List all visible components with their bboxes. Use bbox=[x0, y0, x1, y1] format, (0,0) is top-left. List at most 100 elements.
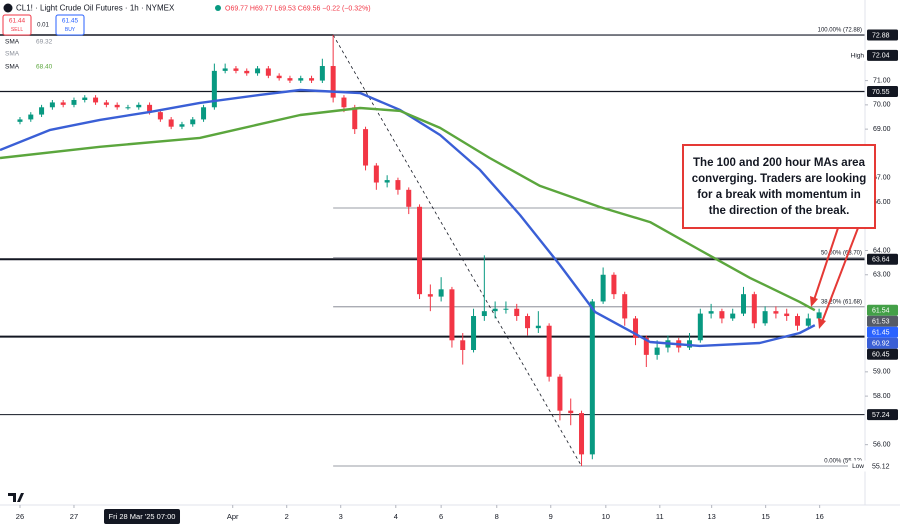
price-chip-label: 63.64 bbox=[872, 257, 890, 264]
status-dot bbox=[215, 5, 221, 11]
fib-label: 100.00% (72.88) bbox=[818, 28, 862, 34]
x-tick-label: 15 bbox=[761, 512, 769, 521]
moving-average bbox=[0, 106, 816, 312]
price-chip bbox=[867, 29, 898, 41]
spread: 0.01 bbox=[37, 23, 49, 29]
candle-body bbox=[784, 313, 790, 317]
sell-label: SELL bbox=[11, 27, 23, 33]
arrow-head bbox=[818, 318, 826, 329]
candle-body bbox=[168, 119, 174, 127]
candle-body bbox=[557, 376, 563, 411]
header: CL1! · Light Crude Oil Futures · 1h · NY… bbox=[2, 3, 371, 71]
price-chip-label: 61.45 bbox=[872, 330, 890, 337]
x-tick-label: 13 bbox=[707, 512, 715, 521]
candle-body bbox=[816, 312, 822, 319]
candle-body bbox=[330, 66, 336, 98]
x-tick-label: 27 bbox=[70, 512, 78, 521]
candle-body bbox=[589, 301, 595, 455]
price-chip bbox=[867, 86, 898, 98]
candle-body bbox=[762, 311, 768, 324]
candle-body bbox=[492, 308, 498, 312]
annotation-text: The 100 and 200 hour MAs area bbox=[693, 157, 866, 169]
candle-body bbox=[373, 165, 379, 183]
candle-body bbox=[525, 316, 531, 329]
symbol: CL1! · Light Crude Oil Futures · 1h · NY… bbox=[16, 4, 175, 13]
price-chip-label: 60.45 bbox=[872, 352, 890, 359]
price-chip-label: 60.92 bbox=[872, 341, 890, 348]
x-tick-label: 16 bbox=[815, 512, 823, 521]
candle-body bbox=[384, 180, 390, 183]
axis-layer: 56.00 58.00 59.00 63.00 64.00 66.00 67.00 69.00… bbox=[16, 29, 898, 524]
y-tick-label: 66.00 bbox=[873, 199, 891, 206]
annotation-text: converging. Traders are looking bbox=[692, 173, 866, 185]
candle-body bbox=[39, 107, 45, 115]
candle-body bbox=[460, 340, 466, 350]
candle-body bbox=[179, 124, 185, 127]
candle-body bbox=[805, 318, 811, 326]
legend-name: SMA bbox=[5, 51, 20, 58]
price-chip-label: 55.12 bbox=[872, 463, 890, 470]
candle-body bbox=[211, 70, 217, 108]
candle-body bbox=[481, 311, 487, 317]
candle-body bbox=[147, 104, 153, 113]
buy-button[interactable] bbox=[55, 14, 85, 36]
candle-body bbox=[276, 75, 282, 79]
candle-body bbox=[568, 410, 574, 414]
candle-body bbox=[611, 274, 617, 295]
price-chip-label: 70.55 bbox=[872, 89, 890, 96]
candle-body bbox=[449, 289, 455, 341]
buy-label: BUY bbox=[65, 27, 76, 33]
candle-body bbox=[773, 311, 779, 314]
candle-body bbox=[352, 107, 358, 130]
annotation-text: for a break with momentum in bbox=[697, 189, 861, 201]
arrow-head bbox=[810, 296, 818, 307]
ohlc: O69.77 H69.77 L69.53 C69.56 −0.22 (−0.32… bbox=[225, 5, 371, 12]
candle-body bbox=[708, 311, 714, 314]
candle-body bbox=[633, 318, 639, 338]
x-tick-label: Apr bbox=[227, 512, 239, 521]
crosshair-chip bbox=[104, 509, 181, 524]
candle-body bbox=[546, 325, 552, 377]
candle-body bbox=[319, 66, 325, 81]
candle-body bbox=[395, 180, 401, 190]
candle-body bbox=[795, 316, 801, 326]
annotation-box bbox=[682, 144, 876, 229]
price-chip bbox=[867, 304, 898, 316]
candle-body bbox=[244, 70, 250, 74]
candle-body bbox=[157, 112, 163, 120]
candle-body bbox=[535, 325, 541, 329]
price-chip-label: 72.88 bbox=[872, 32, 890, 39]
candle-body bbox=[60, 102, 66, 105]
candle-body bbox=[255, 68, 261, 74]
y-tick-label: 71.00 bbox=[873, 77, 891, 84]
candle-body bbox=[697, 313, 703, 341]
price-chip bbox=[867, 49, 898, 61]
candle-body bbox=[622, 294, 628, 319]
arrow bbox=[813, 227, 839, 301]
candle-body bbox=[471, 316, 477, 350]
candle-body bbox=[514, 308, 520, 317]
candle-body bbox=[579, 413, 585, 455]
candle-body bbox=[643, 337, 649, 355]
price-chip-label: 72.04 bbox=[872, 53, 890, 60]
candle-body bbox=[427, 294, 433, 297]
logo-mark bbox=[8, 493, 24, 502]
candle-body bbox=[103, 102, 109, 105]
legend-name: SMA bbox=[5, 39, 20, 46]
candle-body bbox=[298, 78, 304, 81]
x-tick-label: 26 bbox=[16, 512, 24, 521]
plot-area: 100.00% (72.88) 50.00% (63.70) 38.20% (61.… bbox=[0, 28, 865, 467]
y-tick-label: 58.00 bbox=[873, 393, 891, 400]
candle-body bbox=[417, 206, 423, 295]
fib-label: 38.20% (61.68) bbox=[821, 299, 862, 305]
sell-button[interactable] bbox=[2, 14, 32, 36]
buy-price: 61.45 bbox=[62, 18, 79, 25]
candle-body bbox=[741, 294, 747, 314]
candle-body bbox=[17, 119, 23, 122]
price-tag: High bbox=[851, 53, 865, 60]
candle-body bbox=[82, 97, 88, 100]
y-tick-label: 70.00 bbox=[873, 102, 891, 109]
x-tick-label: 9 bbox=[549, 512, 553, 521]
x-tick-label: 3 bbox=[339, 512, 343, 521]
x-tick-label: 6 bbox=[439, 512, 443, 521]
